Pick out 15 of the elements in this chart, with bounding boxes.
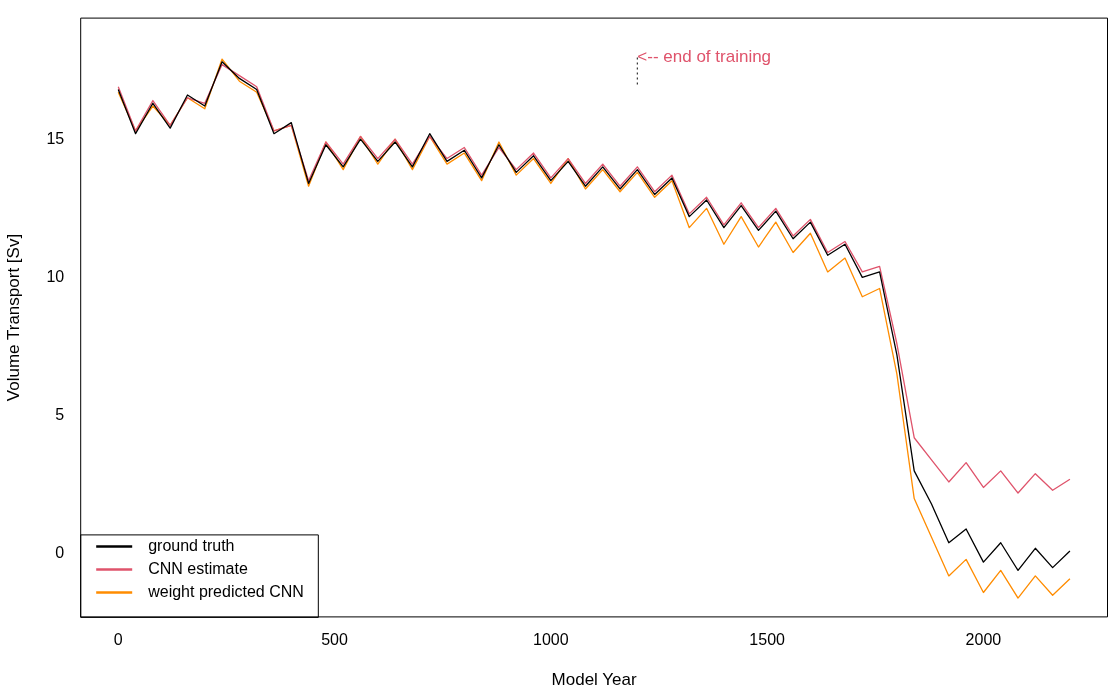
x-tick-label: 2000 <box>965 631 1002 649</box>
x-tick-label: 0 <box>113 631 123 649</box>
ref-line-label: <-- end of training <box>637 47 772 67</box>
y-tick-label: 5 <box>55 406 65 424</box>
x-tick-label: 500 <box>321 631 348 649</box>
y-tick-label: 10 <box>46 267 65 285</box>
x-tick-label: 1500 <box>749 631 786 649</box>
legend-label: CNN estimate <box>148 559 248 577</box>
x-axis-title: Model Year <box>551 670 637 690</box>
y-tick-label: 15 <box>46 129 65 147</box>
y-axis-title: Volume Transport [Sv] <box>3 233 23 402</box>
legend-label: weight predicted CNN <box>147 582 304 600</box>
x-tick-label: 1000 <box>533 631 569 649</box>
y-tick-label: 0 <box>55 544 65 562</box>
legend-label: ground truth <box>148 536 235 554</box>
